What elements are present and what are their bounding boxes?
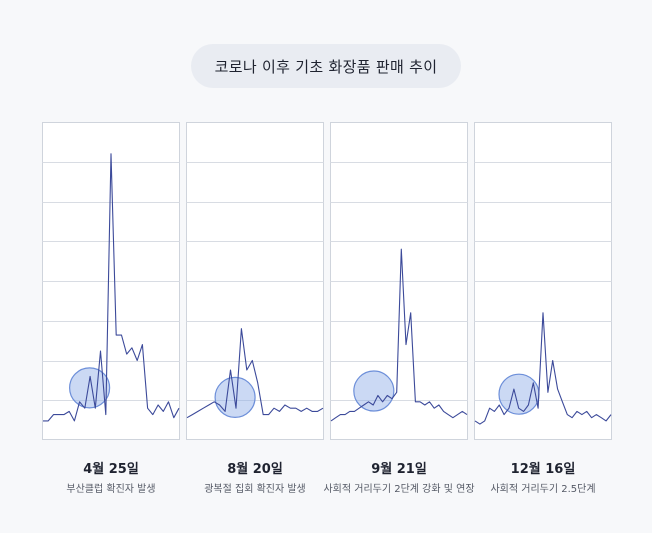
highlight-circle (69, 367, 111, 409)
panel-4-svg (474, 122, 612, 440)
series-line (474, 312, 612, 425)
chart-panel-3 (330, 122, 468, 440)
panel-3-label: 사회적 거리두기 2단계 강화 및 연장 (323, 484, 475, 495)
series-line (43, 153, 180, 422)
panel-1-svg (42, 122, 180, 440)
panel-2-label: 광복절 집회 확진자 발생 (204, 484, 306, 495)
chart-panel-4 (474, 122, 612, 440)
chart-title: 코로나 이후 기초 화장품 판매 추이 (191, 44, 461, 88)
chart-panel-2 (186, 122, 324, 440)
panel-1-label: 부산클럽 확진자 발생 (66, 484, 156, 495)
panel-3-date: 9월 21일 (371, 462, 427, 477)
panel-2-svg (186, 122, 324, 440)
panel-4-label: 사회적 거리두기 2.5단계 (490, 484, 596, 495)
series-line (330, 248, 468, 422)
panel-3-svg (330, 122, 468, 440)
series-line (186, 328, 324, 419)
panel-2-date: 8월 20일 (227, 462, 283, 477)
panel-4-date: 12월 16일 (510, 462, 576, 477)
highlight-circle (353, 370, 395, 412)
highlight-circle (214, 376, 256, 418)
chart-panel-1 (42, 122, 180, 440)
panel-1-date: 4월 25일 (83, 462, 139, 477)
